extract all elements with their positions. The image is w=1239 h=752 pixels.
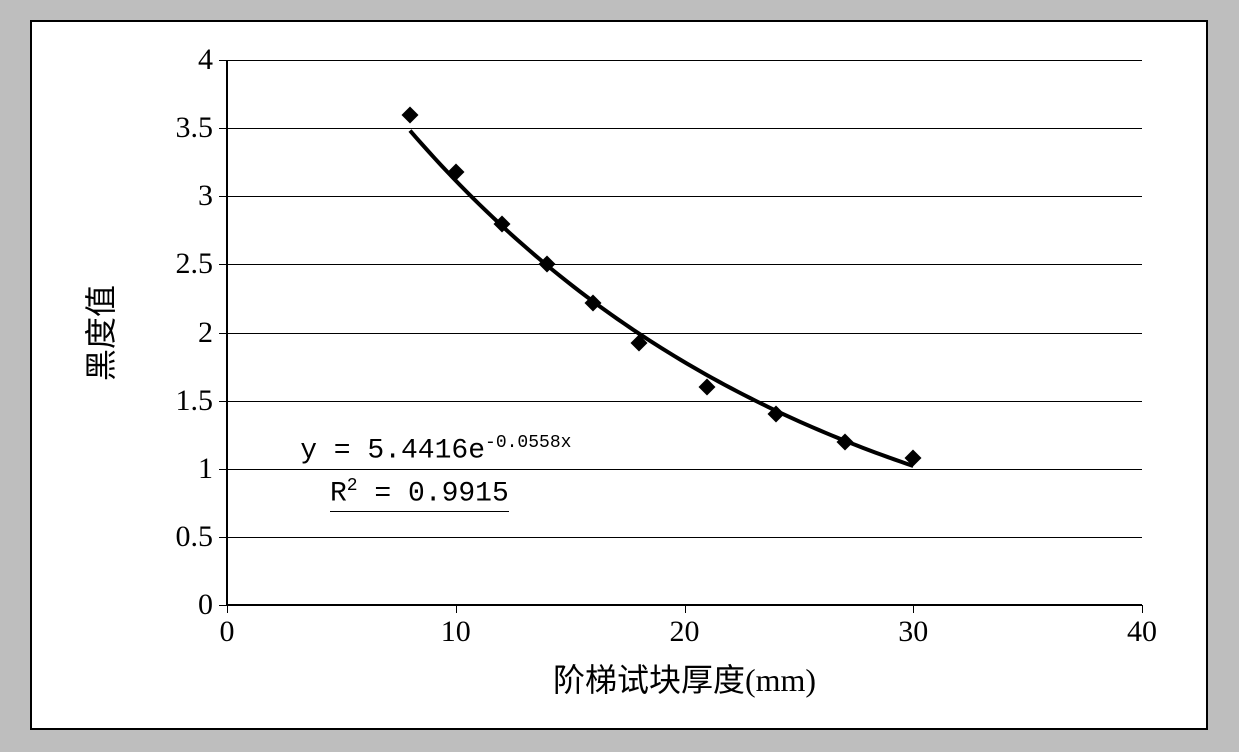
x-tick-label: 20 xyxy=(670,615,700,649)
y-tick-label: 3.5 xyxy=(176,111,214,145)
x-tick-label: 0 xyxy=(220,615,235,649)
grid-line xyxy=(227,196,1142,197)
grid-line xyxy=(227,264,1142,265)
y-tick xyxy=(219,264,227,265)
grid-line xyxy=(227,537,1142,538)
x-axis-title: 阶梯试块厚度(mm) xyxy=(553,655,816,701)
y-tick xyxy=(219,333,227,334)
equation-annotation-underline xyxy=(300,469,571,470)
y-tick xyxy=(219,60,227,61)
y-tick xyxy=(219,401,227,402)
x-tick xyxy=(685,605,686,613)
y-tick-label: 2 xyxy=(198,316,213,350)
y-tick-label: 2.5 xyxy=(176,247,214,281)
grid-line xyxy=(227,401,1142,402)
y-tick xyxy=(219,537,227,538)
grid-line xyxy=(227,60,1142,61)
y-tick-label: 0.5 xyxy=(176,520,214,554)
grid-line xyxy=(227,333,1142,334)
plot-area: 阶梯试块厚度(mm) 黑度值 01020304000.511.522.533.5… xyxy=(227,60,1142,605)
x-tick xyxy=(1142,605,1143,613)
r-squared-annotation: R2 = 0.9915 xyxy=(330,476,509,509)
x-tick-label: 40 xyxy=(1127,615,1157,649)
y-tick-label: 1 xyxy=(198,452,213,486)
y-axis-title: 黑度值 xyxy=(76,284,122,380)
r-squared-annotation-underline xyxy=(330,511,509,512)
x-tick-label: 30 xyxy=(898,615,928,649)
chart-frame: 阶梯试块厚度(mm) 黑度值 0 10 20 30 40 0 0.5 1 1.5 2 2.5 3 3.5… xyxy=(30,20,1208,730)
y-tick xyxy=(219,605,227,606)
y-tick-label: 3 xyxy=(198,179,213,213)
y-tick-label: 4 xyxy=(198,43,213,77)
x-tick xyxy=(913,605,914,613)
x-tick xyxy=(227,605,228,613)
y-tick-label: 0 xyxy=(198,588,213,622)
y-tick xyxy=(219,469,227,470)
y-tick xyxy=(219,196,227,197)
grid-line xyxy=(227,128,1142,129)
y-tick-label: 1.5 xyxy=(176,384,214,418)
equation-annotation: y = 5.4416e-0.0558x xyxy=(300,433,571,466)
x-tick-label: 10 xyxy=(441,615,471,649)
y-tick xyxy=(219,128,227,129)
x-tick xyxy=(456,605,457,613)
